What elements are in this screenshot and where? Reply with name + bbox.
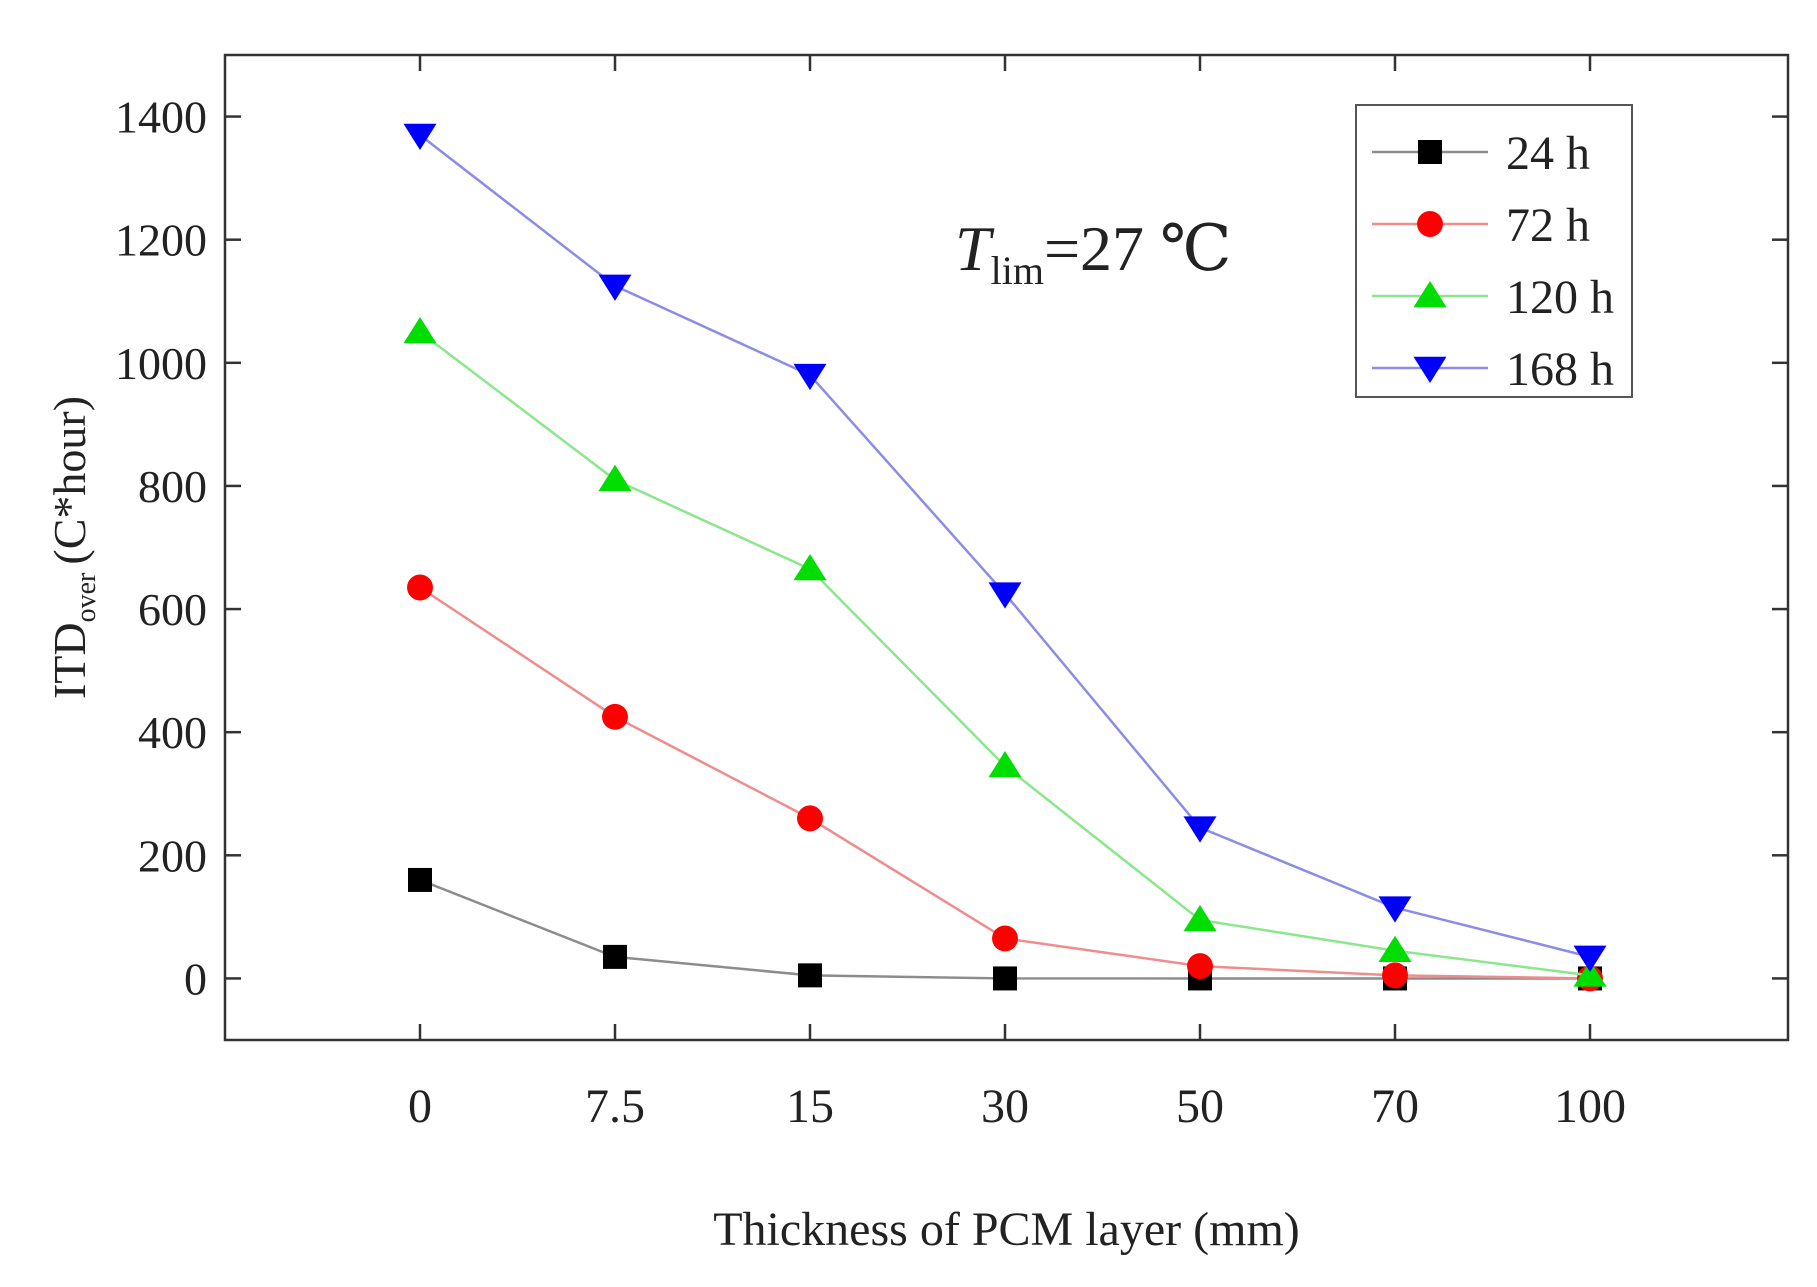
x-axis-label: Thickness of PCM layer (mm) <box>713 1203 1300 1256</box>
data-point <box>407 574 433 601</box>
data-point <box>988 582 1022 609</box>
x-tick-label: 50 <box>1176 1080 1224 1133</box>
x-axis: 0 7.5 15 30 50 70 100 <box>408 55 1626 1133</box>
data-point <box>1183 904 1217 932</box>
annotation-subscript: lim <box>991 248 1044 293</box>
data-point <box>1378 935 1412 962</box>
series-168h <box>403 123 1607 972</box>
data-point <box>793 363 827 391</box>
y-tick-label: 200 <box>138 830 207 881</box>
x-tick-label: 100 <box>1554 1080 1626 1133</box>
data-point <box>1378 896 1412 923</box>
legend-label: 72 h <box>1506 199 1590 252</box>
data-point <box>1187 953 1213 980</box>
legend-item: 120 h <box>1372 271 1614 324</box>
y-tick-label: 400 <box>138 707 207 758</box>
legend-marker <box>1413 356 1447 383</box>
legend-item: 72 h <box>1372 199 1590 252</box>
y-axis-label-main: ITD <box>44 622 95 699</box>
y-tick-label: 600 <box>138 584 207 635</box>
legend-label: 120 h <box>1506 271 1614 324</box>
data-point <box>798 963 822 988</box>
data-point <box>797 805 823 832</box>
y-tick-label: 0 <box>184 953 207 1004</box>
series-line <box>419 586 1591 980</box>
data-point <box>1573 945 1607 972</box>
annotation-symbol: T <box>955 213 995 284</box>
y-tick-label: 1000 <box>115 338 207 389</box>
legend: 24 h 72 h 120 h 168 h <box>1355 104 1633 398</box>
data-point <box>992 925 1018 952</box>
y-tick-label: 1200 <box>115 215 207 266</box>
data-point <box>603 944 627 969</box>
data-point <box>988 751 1022 778</box>
legend-item: 168 h <box>1372 343 1614 396</box>
x-tick-label: 70 <box>1371 1080 1419 1133</box>
y-axis-label: ITDover (C*hour) <box>44 396 102 699</box>
legend-label: 168 h <box>1506 343 1614 396</box>
temperature-limit-annotation: Tlim=27 ℃ <box>955 213 1232 293</box>
data-point <box>1573 960 1607 987</box>
legend-marker <box>1413 281 1447 308</box>
y-axis: 0 200 400 600 800 1000 1200 1400 <box>115 92 1788 1004</box>
data-point <box>598 274 632 301</box>
legend-marker <box>1418 140 1442 164</box>
series-layer <box>403 123 1607 992</box>
data-point <box>403 317 437 344</box>
y-axis-label-subscript: over <box>71 572 102 622</box>
y-axis-label-unit: (C*hour) <box>44 396 95 565</box>
annotation-text: =27 ℃ <box>1044 213 1232 284</box>
data-point <box>602 703 628 730</box>
x-tick-label: 7.5 <box>585 1080 645 1133</box>
data-point <box>1183 816 1217 843</box>
data-point <box>793 554 827 581</box>
x-tick-label: 30 <box>981 1080 1029 1133</box>
series-line <box>419 331 1591 977</box>
plot-frame <box>223 53 1790 1042</box>
series-72h <box>407 574 1603 992</box>
legend-marker <box>1417 211 1443 237</box>
legend-label: 24 h <box>1506 127 1590 180</box>
data-point <box>598 464 632 492</box>
series-120h <box>403 317 1607 987</box>
x-tick-label: 15 <box>786 1080 834 1133</box>
y-tick-label: 800 <box>138 461 207 512</box>
data-point <box>403 123 437 151</box>
data-point <box>1382 962 1408 989</box>
data-point <box>993 966 1017 991</box>
legend-box <box>1355 104 1633 398</box>
y-tick-label: 1400 <box>115 92 207 143</box>
legend-item: 24 h <box>1372 127 1590 180</box>
data-point <box>408 867 432 892</box>
x-tick-label: 0 <box>408 1080 432 1133</box>
